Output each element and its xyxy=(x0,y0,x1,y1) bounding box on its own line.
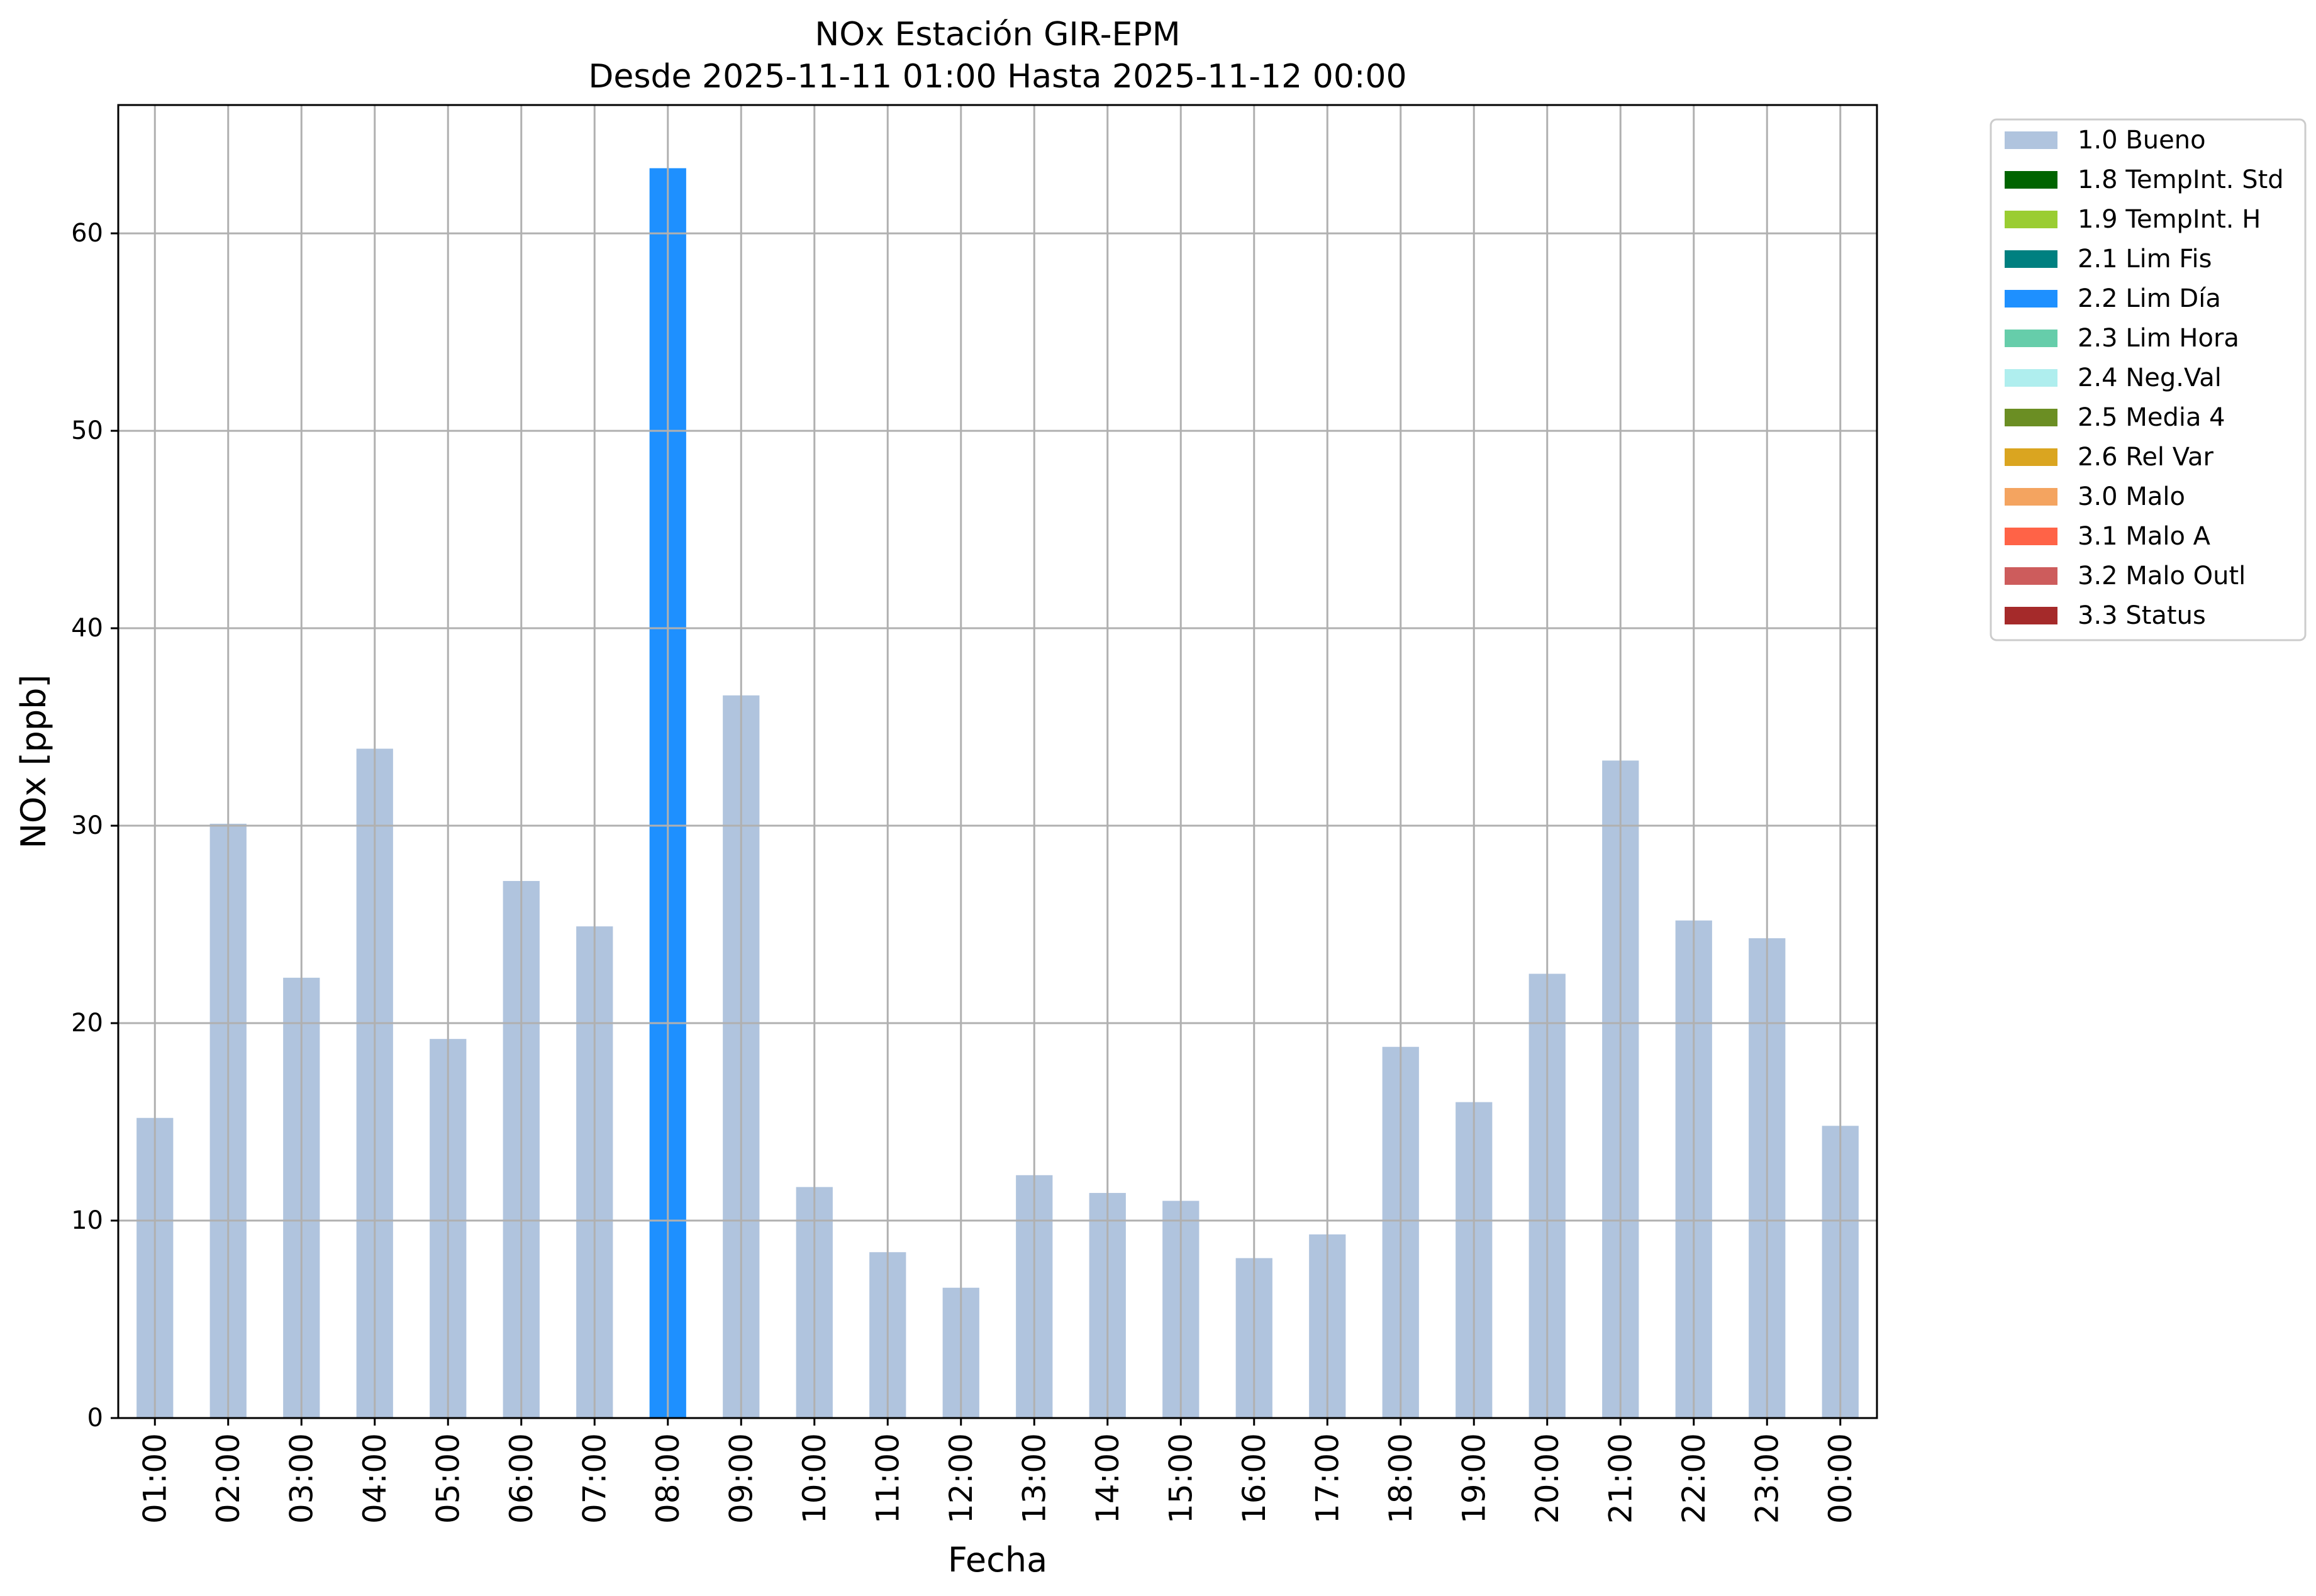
legend-swatch xyxy=(2005,488,2057,506)
legend-label: 3.2 Malo Outl xyxy=(2078,562,2246,590)
x-tick-label: 13:00 xyxy=(1016,1433,1052,1524)
legend-swatch xyxy=(2005,607,2057,624)
x-tick-label: 01:00 xyxy=(136,1433,173,1524)
x-tick-label: 21:00 xyxy=(1602,1433,1639,1524)
chart-title: NOx Estación GIR-EPM xyxy=(815,16,1180,53)
legend-label: 2.6 Rel Var xyxy=(2078,443,2214,472)
x-tick-label: 15:00 xyxy=(1162,1433,1199,1524)
y-tick-label: 30 xyxy=(71,811,103,840)
legend-label: 2.2 Lim Día xyxy=(2078,284,2221,313)
legend-swatch xyxy=(2005,250,2057,268)
y-axis-label: NOx [ppb] xyxy=(14,675,53,849)
legend-swatch xyxy=(2005,369,2057,387)
legend: 1.0 Bueno 1.8 TempInt. Std 1.9 TempInt. H 2… xyxy=(1990,118,2307,641)
x-axis-ticks: 01:00 02:00 03:00 04:00 05:00 06:00 07:00 08:00… xyxy=(136,1418,1859,1524)
x-tick-label: 20:00 xyxy=(1529,1433,1566,1524)
x-tick-label: 03:00 xyxy=(283,1433,320,1524)
x-tick-label: 12:00 xyxy=(943,1433,979,1524)
legend-frame xyxy=(1990,118,2307,641)
legend-swatch xyxy=(2005,528,2057,545)
legend-swatch xyxy=(2005,211,2057,228)
x-tick-label: 14:00 xyxy=(1089,1433,1126,1524)
chart-subtitle: Desde 2025-11-11 01:00 Hasta 2025-11-12 … xyxy=(588,58,1406,96)
legend-label: 2.5 Media 4 xyxy=(2078,403,2225,432)
x-tick-label: 11:00 xyxy=(869,1433,906,1524)
y-axis-ticks: 0 10 20 30 40 50 60 xyxy=(71,219,118,1433)
legend-label: 3.1 Malo A xyxy=(2078,522,2211,551)
legend-label: 3.0 Malo xyxy=(2078,482,2185,511)
legend-swatch xyxy=(2005,330,2057,347)
legend-label: 2.4 Neg.Val xyxy=(2078,363,2222,392)
legend-label: 2.3 Lim Hora xyxy=(2078,324,2239,353)
legend-swatch xyxy=(2005,290,2057,308)
legend-label: 2.1 Lim Fis xyxy=(2078,245,2212,274)
x-tick-label: 18:00 xyxy=(1383,1433,1419,1524)
legend-swatch xyxy=(2005,448,2057,466)
plot-area-frame xyxy=(117,104,1878,1419)
y-tick-label: 20 xyxy=(71,1009,103,1038)
y-tick-label: 50 xyxy=(71,416,103,445)
legend-label: 1.9 TempInt. H xyxy=(2078,205,2261,234)
x-tick-label: 22:00 xyxy=(1676,1433,1712,1524)
y-tick-label: 10 xyxy=(71,1206,103,1235)
x-tick-label: 16:00 xyxy=(1236,1433,1272,1524)
legend-swatch xyxy=(2005,171,2057,189)
legend-swatch xyxy=(2005,567,2057,585)
x-tick-label: 10:00 xyxy=(796,1433,833,1524)
legend-label: 1.8 TempInt. Std xyxy=(2078,165,2284,194)
x-tick-label: 06:00 xyxy=(503,1433,540,1524)
x-tick-label: 17:00 xyxy=(1309,1433,1345,1524)
y-tick-label: 0 xyxy=(87,1404,103,1433)
x-tick-label: 07:00 xyxy=(576,1433,613,1524)
legend-label: 1.0 Bueno xyxy=(2078,126,2206,155)
x-tick-label: 04:00 xyxy=(357,1433,393,1524)
y-tick-label: 40 xyxy=(71,614,103,643)
x-tick-label: 23:00 xyxy=(1749,1433,1785,1524)
x-tick-label: 09:00 xyxy=(723,1433,759,1524)
legend-label: 3.3 Status xyxy=(2078,601,2206,630)
x-tick-label: 00:00 xyxy=(1822,1433,1859,1524)
x-tick-label: 05:00 xyxy=(430,1433,466,1524)
legend-swatch xyxy=(2005,131,2057,149)
x-tick-label: 19:00 xyxy=(1456,1433,1492,1524)
legend-swatch xyxy=(2005,409,2057,426)
y-tick-label: 60 xyxy=(71,219,103,248)
x-tick-label: 08:00 xyxy=(650,1433,686,1524)
x-axis-label: Fecha xyxy=(948,1540,1047,1580)
plot-area-background xyxy=(118,105,1877,1418)
x-tick-label: 02:00 xyxy=(210,1433,247,1524)
